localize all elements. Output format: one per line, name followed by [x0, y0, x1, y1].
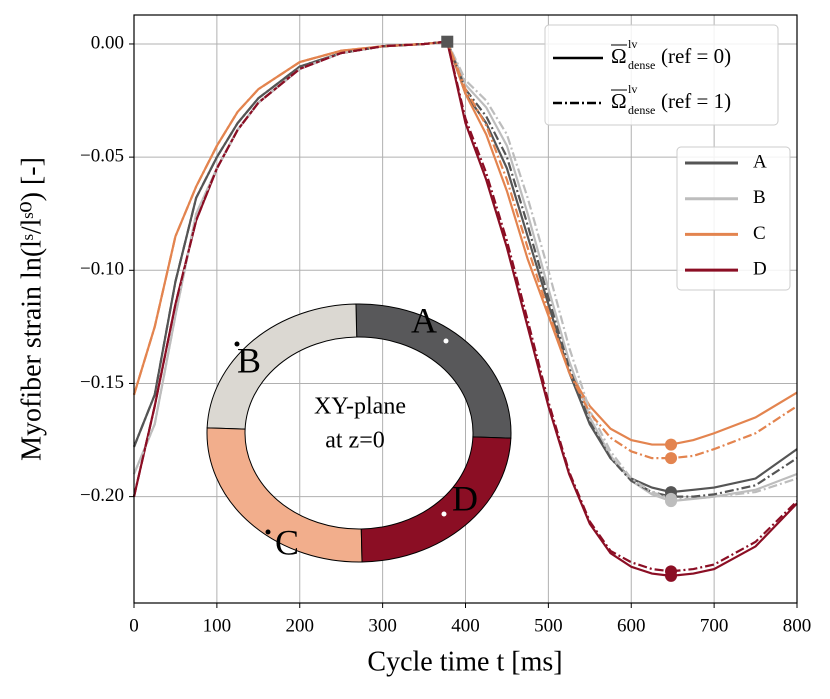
region-label: C: [275, 522, 299, 562]
ring-region: [206, 303, 358, 430]
legend-label: A: [753, 151, 767, 172]
legend-box: [544, 24, 779, 126]
end-marker: [665, 438, 678, 451]
x-tick-label: 700: [700, 615, 729, 636]
start-marker: [441, 35, 454, 48]
lines: [132, 35, 798, 582]
x-tick-label: 200: [286, 615, 315, 636]
legend-box: [676, 146, 791, 291]
inset: A B C D XY-plane at z=0: [206, 300, 512, 563]
legend-text: (ref = 0): [661, 44, 731, 68]
region-label: D: [452, 478, 478, 518]
region-dot: [441, 511, 447, 517]
x-tick-label: 800: [783, 615, 812, 636]
ring-region: [360, 436, 512, 563]
legend-text: (ref = 1): [661, 89, 731, 113]
region-dot: [234, 341, 240, 347]
region-label: B: [237, 340, 261, 380]
series-line: [132, 40, 798, 494]
legend-label: D: [753, 258, 767, 279]
x-tick-label: 0: [129, 615, 139, 636]
x-tick-label: 500: [534, 615, 563, 636]
y-tick-label: −0.20: [80, 485, 124, 506]
legend-sub: dense: [628, 58, 655, 72]
region-label: A: [411, 300, 437, 340]
x-tick-label: 300: [368, 615, 397, 636]
series-line: [132, 40, 798, 498]
x-tick-label: 600: [617, 615, 646, 636]
legend-sup: lv: [628, 37, 637, 51]
series-line: [132, 40, 798, 460]
x-axis-label: Cycle time t [ms]: [367, 646, 562, 677]
y-tick-label: −0.10: [80, 259, 124, 280]
legend-symbol: Ω: [611, 44, 627, 68]
y-axis-label: Myofiber strain ln(lˢ/lˢ⁰) [-]: [16, 157, 47, 461]
series-line: [132, 40, 798, 573]
series-line: [132, 40, 798, 500]
x-tick-label: 400: [451, 615, 480, 636]
y-tick-label: −0.15: [80, 372, 124, 393]
y-tick-label: 0.00: [91, 32, 124, 53]
x-tick-label: 100: [203, 615, 232, 636]
ring-region: [206, 427, 363, 563]
end-marker: [665, 565, 678, 578]
region-dot: [265, 529, 271, 535]
legend-label: C: [753, 223, 766, 244]
legend-label: B: [753, 187, 766, 208]
legend-symbol: Ω: [611, 89, 627, 113]
axes: 0 100 200 300 400 500 600 700 800 0.00 −0.05 −0.10 −…: [80, 32, 811, 636]
end-marker: [665, 492, 678, 505]
style-legend: Ωlv dense (ref = 0) Ωlv dense (ref = 1): [544, 24, 779, 126]
legend-sup: lv: [628, 82, 637, 96]
legend-sub: dense: [628, 103, 655, 117]
region-dot: [443, 338, 449, 344]
end-marker: [665, 452, 678, 465]
y-tick-label: −0.05: [80, 145, 124, 166]
inset-title: XY-plane: [314, 394, 406, 420]
inset-title: at z=0: [325, 428, 385, 454]
